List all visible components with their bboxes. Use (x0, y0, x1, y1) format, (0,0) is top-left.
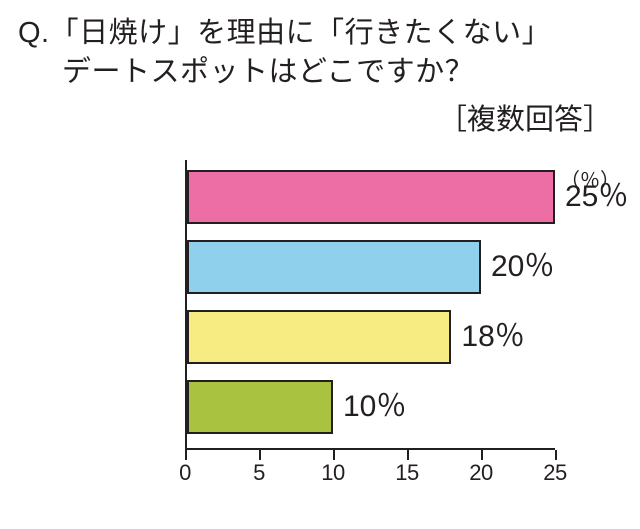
x-tick-label: 20 (469, 460, 492, 486)
bar (187, 170, 555, 224)
multiple-answer-note: ［複数回答］ (438, 96, 612, 138)
bar-value-label: 20％ (491, 240, 554, 294)
plot-area: 0510152025海25％プール20％夏フェス18％山10％ (185, 160, 555, 450)
x-tick-label: 0 (179, 460, 191, 486)
x-tick (555, 450, 557, 460)
bar (187, 310, 451, 364)
x-tick (185, 450, 187, 460)
bar (187, 240, 481, 294)
x-tick-label: 10 (321, 460, 344, 486)
question-text: Q.「日焼け」を理由に「行きたくない」 デートスポットはどこですか？ (18, 14, 551, 92)
axis-unit-label: （％） (560, 164, 620, 193)
x-tick-label: 15 (395, 460, 418, 486)
x-axis (185, 448, 555, 450)
x-tick (481, 450, 483, 460)
question-line1: Q.「日焼け」を理由に「行きたくない」 (18, 17, 551, 49)
x-tick-label: 5 (253, 460, 265, 486)
bar-value-label: 18％ (461, 310, 524, 364)
x-tick (259, 450, 261, 460)
bar-value-label: 10％ (343, 380, 406, 434)
bar (187, 380, 333, 434)
question-line2: デートスポットはどこですか？ (18, 53, 551, 92)
x-tick (407, 450, 409, 460)
x-tick (333, 450, 335, 460)
x-tick-label: 25 (543, 460, 566, 486)
